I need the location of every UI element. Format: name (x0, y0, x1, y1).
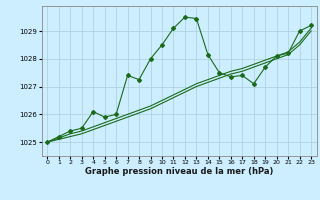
X-axis label: Graphe pression niveau de la mer (hPa): Graphe pression niveau de la mer (hPa) (85, 167, 273, 176)
